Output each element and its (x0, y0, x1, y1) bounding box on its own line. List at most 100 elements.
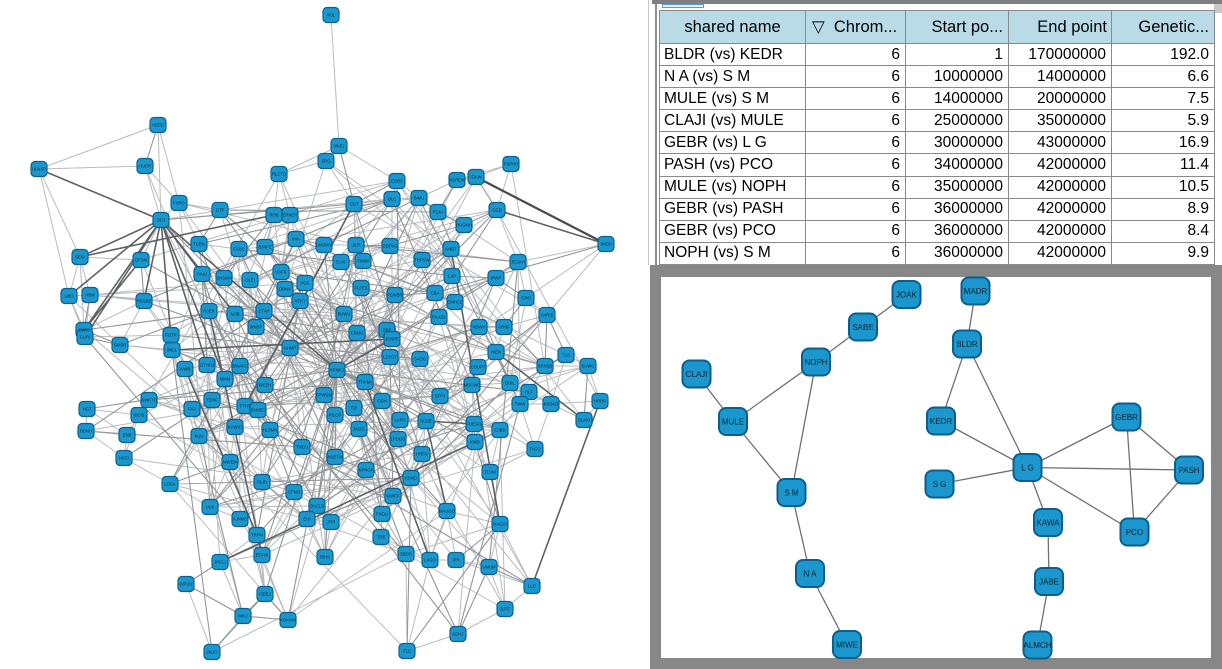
svg-text:TWW: TWW (515, 402, 526, 407)
svg-text:MULE: MULE (722, 418, 744, 427)
svg-text:CFNO: CFNO (288, 490, 301, 495)
svg-text:DACLS: DACLS (310, 504, 324, 509)
svg-text:IMCL: IMCL (167, 348, 178, 353)
svg-text:FUEGG: FUEGG (467, 422, 482, 427)
svg-text:JTIR: JTIR (327, 520, 336, 525)
svg-text:BOIL: BOIL (505, 381, 515, 386)
svg-text:HIEN: HIEN (491, 350, 501, 355)
svg-text:HJER: HJER (204, 309, 215, 314)
svg-text:GMSR: GMSR (114, 343, 127, 348)
svg-text:IBCIS: IBCIS (134, 413, 145, 418)
svg-text:JKUG: JKUG (206, 650, 217, 655)
svg-text:TDI: TDI (351, 406, 358, 411)
svg-text:LAPD: LAPD (395, 418, 406, 423)
svg-text:HUGMH: HUGMH (456, 223, 472, 228)
svg-text:MKU: MKU (238, 614, 247, 619)
svg-text:TCBN: TCBN (193, 242, 204, 247)
svg-text:GURI: GURI (80, 335, 90, 340)
svg-text:NNEJ: NNEJ (334, 144, 345, 149)
svg-text:S G: S G (933, 480, 947, 489)
svg-text:KOKNW: KOKNW (280, 618, 296, 623)
svg-text:SABE: SABE (852, 323, 873, 332)
svg-text:SBOS: SBOS (400, 552, 412, 557)
svg-text:FPWSW: FPWSW (316, 393, 332, 398)
svg-text:CTAH: CTAH (258, 309, 269, 314)
svg-text:OLMO: OLMO (578, 418, 591, 423)
svg-text:BDNH: BDNH (80, 429, 92, 434)
svg-text:GRO: GRO (521, 296, 531, 301)
svg-text:JABE: JABE (1039, 578, 1059, 587)
svg-text:MOCWC: MOCWC (464, 383, 481, 388)
svg-text:ENB: ENB (123, 433, 132, 438)
svg-text:HGT: HGT (83, 407, 92, 412)
svg-text:THPSW: THPSW (414, 258, 429, 263)
svg-text:SKMEC: SKMEC (251, 408, 266, 413)
svg-text:MIA: MIA (292, 237, 300, 242)
svg-text:HLSMN: HLSMN (263, 428, 278, 433)
svg-text:EOBS: EOBS (391, 179, 403, 184)
svg-text:ODPKG: ODPKG (382, 244, 397, 249)
svg-text:TLS: TLS (562, 353, 570, 358)
svg-text:KEDR: KEDR (930, 417, 952, 426)
svg-text:JILR: JILR (352, 243, 361, 248)
svg-text:USFK: USFK (275, 270, 286, 275)
svg-text:JUTC: JUTC (500, 607, 511, 612)
svg-text:WJL: WJL (327, 13, 336, 18)
svg-text:DFSM: DFSM (135, 258, 147, 263)
svg-text:NJIB: NJIB (230, 312, 239, 317)
svg-text:OLEI: OLEI (245, 278, 255, 283)
svg-text:SAOG: SAOG (414, 357, 426, 362)
svg-text:SRNSB: SRNSB (538, 364, 553, 369)
svg-text:HEPE: HEPE (152, 123, 164, 128)
svg-text:ODEJ: ODEJ (259, 592, 270, 597)
svg-text:ERNOT: ERNOT (283, 213, 298, 218)
svg-text:TRFM: TRFM (251, 533, 263, 538)
svg-text:PGKJ: PGKJ (433, 210, 444, 215)
svg-text:BLDR: BLDR (956, 340, 978, 349)
svg-text:SEW: SEW (75, 255, 85, 260)
svg-text:CJBD: CJBD (495, 428, 506, 433)
svg-text:SRG: SRG (321, 159, 330, 164)
svg-text:BUWU: BUWU (338, 312, 351, 317)
svg-text:TMCU: TMCU (296, 445, 308, 450)
svg-text:OLC: OLC (388, 197, 397, 202)
svg-text:BIHS: BIHS (320, 555, 330, 560)
svg-text:GEBR: GEBR (1115, 413, 1138, 422)
svg-text:IPR: IPR (453, 558, 460, 563)
svg-text:CBA: CBA (431, 291, 440, 296)
svg-text:KUU: KUU (195, 434, 204, 439)
svg-text:ARNF: ARNF (498, 325, 510, 330)
svg-text:FKA: FKA (188, 407, 196, 412)
svg-text:LAP: LAP (448, 274, 456, 279)
svg-text:WEEH: WEEH (259, 383, 272, 388)
svg-text:RILOP: RILOP (329, 413, 342, 418)
svg-text:COUPT: COUPT (471, 365, 486, 370)
svg-text:N A: N A (804, 570, 818, 579)
svg-text:TLUW: TLUW (484, 470, 496, 475)
svg-text:LDCA: LDCA (164, 482, 175, 487)
svg-text:THKMI: THKMI (358, 380, 371, 385)
svg-text:WPUU: WPUU (180, 582, 193, 587)
svg-text:LKGO: LKGO (424, 558, 436, 563)
svg-text:MWFF: MWFF (387, 494, 400, 499)
svg-text:FKRO: FKRO (173, 201, 185, 206)
svg-text:TDS: TDS (377, 535, 386, 540)
svg-text:KDHJ: KDHJ (453, 632, 464, 637)
svg-text:JOAK: JOAK (896, 291, 918, 300)
svg-text:LLO: LLO (528, 584, 537, 589)
svg-text:HGC: HGC (300, 281, 309, 286)
svg-text:BIMU: BIMU (414, 196, 424, 201)
svg-text:MADR: MADR (964, 287, 988, 296)
svg-text:TEMC: TEMC (206, 398, 218, 403)
svg-text:PCO: PCO (1126, 528, 1143, 537)
svg-text:HRRS: HRRS (594, 399, 606, 404)
svg-text:MMM: MMM (220, 377, 231, 382)
svg-text:DBNU: DBNU (279, 287, 291, 292)
svg-text:MAGGI: MAGGI (493, 522, 507, 527)
svg-text:KHMP: KHMP (284, 346, 296, 351)
svg-text:FTHT: FTHT (240, 404, 251, 409)
svg-text:KNDAD: KNDAD (544, 402, 559, 407)
svg-text:BWAFC: BWAFC (233, 364, 248, 369)
svg-text:JPCLI: JPCLI (214, 560, 225, 565)
svg-text:WWB: WWB (180, 367, 191, 372)
